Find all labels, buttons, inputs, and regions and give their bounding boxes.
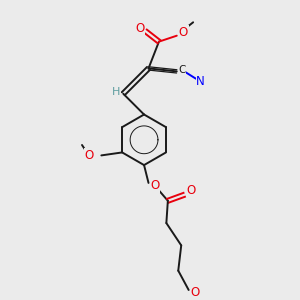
Text: O: O bbox=[186, 184, 195, 197]
Text: C: C bbox=[178, 65, 186, 75]
Text: O: O bbox=[84, 149, 94, 162]
Text: O: O bbox=[150, 179, 160, 192]
Text: H: H bbox=[112, 87, 120, 97]
Text: O: O bbox=[190, 286, 200, 299]
Text: O: O bbox=[136, 22, 145, 35]
Text: O: O bbox=[179, 26, 188, 39]
Text: N: N bbox=[196, 75, 205, 88]
